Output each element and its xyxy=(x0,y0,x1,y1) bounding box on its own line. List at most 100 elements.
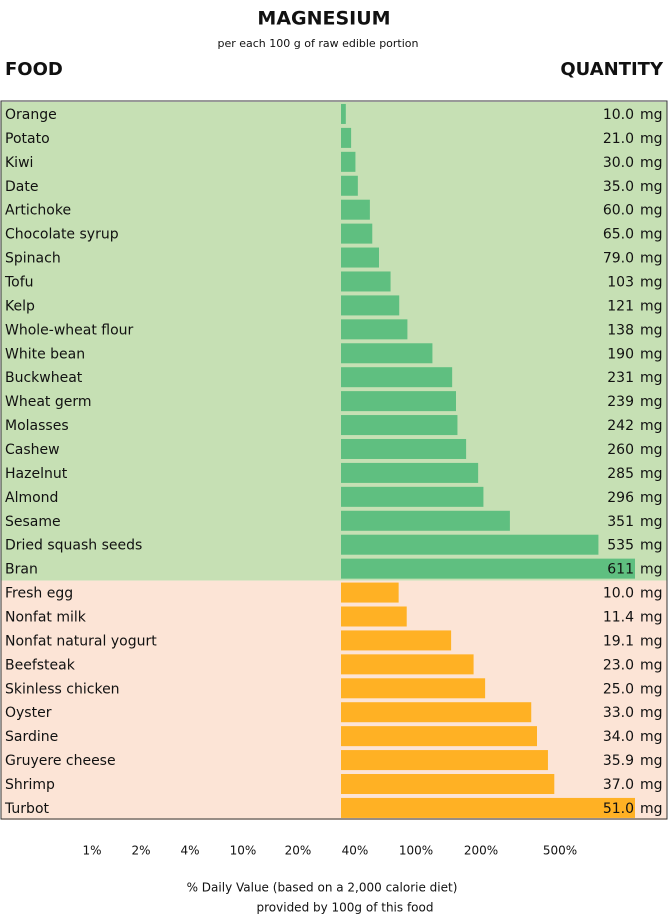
food-name: Oyster xyxy=(5,705,52,721)
bar xyxy=(341,319,408,340)
quantity-value: 242 xyxy=(607,418,634,434)
bar xyxy=(341,534,599,555)
daily-value-tick: 40% xyxy=(342,844,369,858)
quantity-value: 51.0 xyxy=(603,801,634,817)
quantity-unit: mg xyxy=(640,418,663,434)
food-name: Kiwi xyxy=(5,155,33,171)
quantity-value: 23.0 xyxy=(603,657,634,673)
quantity-value: 35.0 xyxy=(603,179,634,195)
quantity-value: 37.0 xyxy=(603,777,634,793)
food-name: Spinach xyxy=(5,251,61,267)
bar xyxy=(341,199,370,220)
food-name: Turbot xyxy=(4,801,50,817)
quantity-value: 296 xyxy=(607,490,634,506)
bar xyxy=(341,367,453,388)
quantity-value: 611 xyxy=(607,562,634,578)
daily-value-tick: 2% xyxy=(131,844,150,858)
quantity-value: 10.0 xyxy=(603,107,634,123)
bar xyxy=(341,223,373,244)
bar xyxy=(341,486,484,507)
quantity-unit: mg xyxy=(640,562,663,578)
quantity-unit: mg xyxy=(640,777,663,793)
footer-line: provided by 100g of this food xyxy=(257,901,434,915)
daily-value-tick: 500% xyxy=(543,844,577,858)
quantity-unit: mg xyxy=(640,203,663,219)
food-name: Artichoke xyxy=(5,203,71,219)
quantity-value: 351 xyxy=(607,514,634,530)
quantity-unit: mg xyxy=(640,538,663,554)
bar xyxy=(341,510,510,531)
quantity-unit: mg xyxy=(640,322,663,338)
food-name: Kelp xyxy=(5,298,35,314)
quantity-value: 10.0 xyxy=(603,586,634,602)
daily-value-tick: 4% xyxy=(180,844,199,858)
quantity-unit: mg xyxy=(640,586,663,602)
quantity-unit: mg xyxy=(640,274,663,290)
quantity-unit: mg xyxy=(640,753,663,769)
food-name: Hazelnut xyxy=(5,466,68,482)
bar xyxy=(341,151,356,172)
food-name: Gruyere cheese xyxy=(5,753,116,769)
quantity-value: 239 xyxy=(607,394,634,410)
food-header: FOOD xyxy=(5,59,63,80)
food-name: Whole-wheat flour xyxy=(5,322,134,338)
quantity-unit: mg xyxy=(640,298,663,314)
daily-value-tick: 10% xyxy=(230,844,257,858)
food-name: Cashew xyxy=(5,442,60,458)
bar xyxy=(341,462,479,483)
food-name: Beefsteak xyxy=(5,657,76,673)
quantity-unit: mg xyxy=(640,633,663,649)
quantity-value: 231 xyxy=(607,370,634,386)
quantity-unit: mg xyxy=(640,370,663,386)
quantity-unit: mg xyxy=(640,227,663,243)
food-name: Potato xyxy=(5,131,50,147)
quantity-header: QUANTITY xyxy=(560,59,664,80)
quantity-value: 103 xyxy=(607,274,634,290)
bar xyxy=(341,438,467,459)
food-name: Date xyxy=(5,179,38,195)
group-background xyxy=(1,102,667,581)
daily-value-tick: 100% xyxy=(399,844,433,858)
bar xyxy=(341,797,635,818)
bar xyxy=(341,558,635,579)
bar xyxy=(341,582,399,603)
bar xyxy=(341,702,532,723)
food-name: Molasses xyxy=(5,418,69,434)
food-name: Fresh egg xyxy=(5,586,73,602)
quantity-value: 79.0 xyxy=(603,251,634,267)
daily-value-tick: 20% xyxy=(285,844,312,858)
quantity-unit: mg xyxy=(640,490,663,506)
quantity-value: 65.0 xyxy=(603,227,634,243)
quantity-unit: mg xyxy=(640,705,663,721)
food-name: Skinless chicken xyxy=(5,681,120,697)
quantity-unit: mg xyxy=(640,514,663,530)
food-name: Sardine xyxy=(5,729,58,745)
bar xyxy=(341,750,548,771)
quantity-value: 285 xyxy=(607,466,634,482)
bar xyxy=(341,103,346,124)
quantity-value: 190 xyxy=(607,346,634,362)
food-name: Nonfat milk xyxy=(5,609,87,625)
subtitle: per each 100 g of raw edible portion xyxy=(217,37,418,50)
quantity-value: 535 xyxy=(607,538,634,554)
bar xyxy=(341,295,400,316)
quantity-value: 21.0 xyxy=(603,131,634,147)
quantity-unit: mg xyxy=(640,657,663,673)
quantity-value: 138 xyxy=(607,322,634,338)
bar xyxy=(341,415,458,436)
group-background xyxy=(1,580,667,820)
quantity-value: 19.1 xyxy=(603,633,634,649)
bar xyxy=(341,247,380,268)
quantity-unit: mg xyxy=(640,107,663,123)
bar xyxy=(341,343,433,364)
food-name: Chocolate syrup xyxy=(5,227,119,243)
bar xyxy=(341,175,358,196)
quantity-unit: mg xyxy=(640,155,663,171)
quantity-unit: mg xyxy=(640,394,663,410)
food-name: Nonfat natural yogurt xyxy=(5,633,157,649)
quantity-unit: mg xyxy=(640,131,663,147)
bar xyxy=(341,391,457,412)
quantity-unit: mg xyxy=(640,179,663,195)
food-name: Orange xyxy=(5,107,57,123)
